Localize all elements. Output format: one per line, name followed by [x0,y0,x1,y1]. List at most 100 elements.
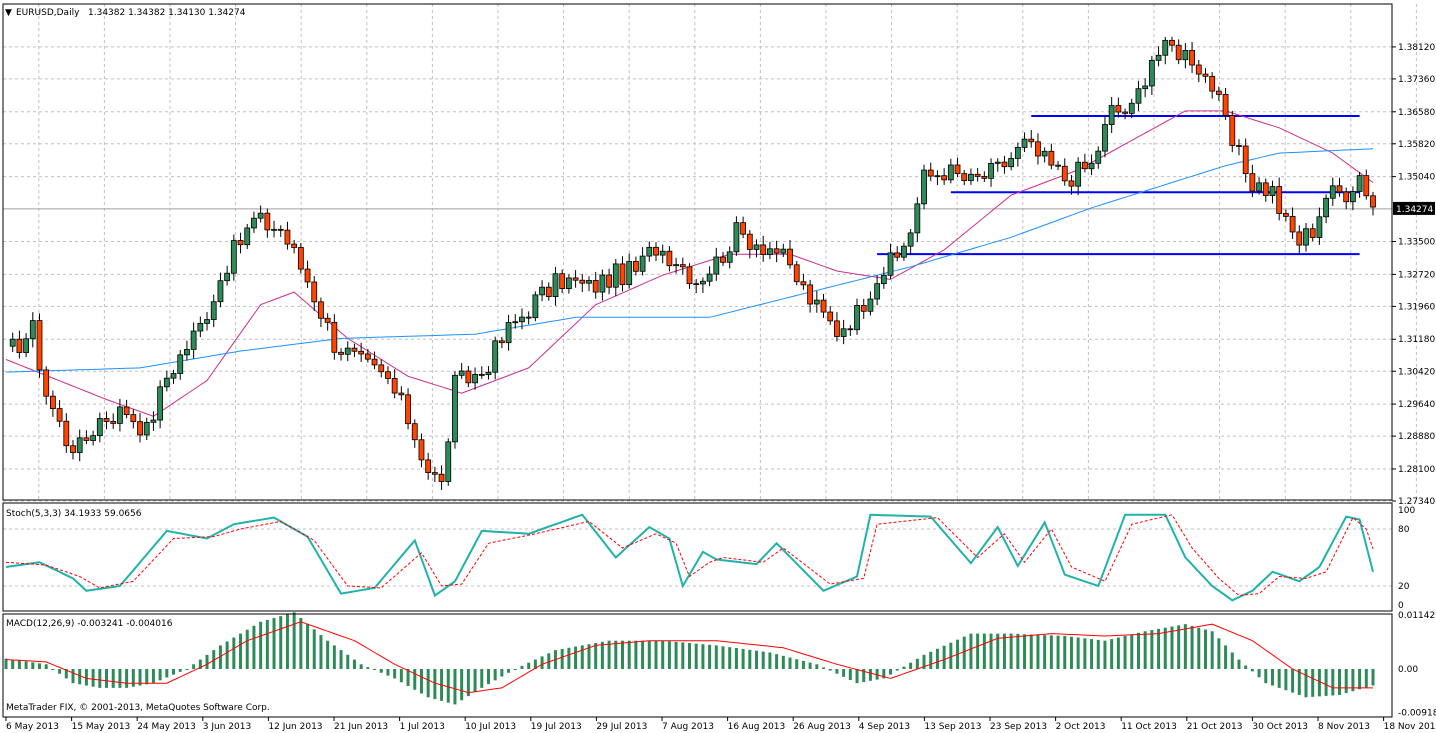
candle-body [733,222,740,253]
macd-histogram-bar [71,669,75,684]
candle-body [170,373,177,379]
macd-histogram-bar [84,669,88,686]
candle-body [1209,75,1216,92]
candle-body [693,283,700,286]
macd-histogram-bar [44,664,48,669]
macd-histogram-bar [1069,636,1073,669]
candle-body [599,274,606,293]
macd-histogram-bar [1311,669,1315,697]
candle-body [780,248,787,254]
candle-body [1303,228,1309,246]
candle-body [1229,115,1236,146]
candle-body [177,354,184,374]
macd-histogram-bar [1150,630,1154,669]
candle-body [1155,54,1162,61]
macd-histogram-bar [641,640,645,669]
macd-histogram-bar [1043,635,1047,669]
macd-histogram-bar [4,658,8,669]
macd-histogram-bar [326,640,330,669]
stoch-main-line [5,513,1374,602]
macd-histogram-bar [1177,625,1181,669]
macd-histogram-bar [808,662,812,669]
macd-histogram-bar [694,643,698,669]
candle-body [56,408,63,422]
macd-histogram-bar [346,654,350,669]
candle-body [338,351,344,355]
macd-histogram-bar [78,669,82,685]
macd-histogram-bar [600,641,604,669]
candle-body [297,247,304,270]
candle-body [1035,141,1041,157]
candle-body [291,243,298,248]
candle-body [391,378,398,394]
candle-body [23,338,30,353]
macd-histogram-bar [580,645,584,669]
macd-histogram-bar [466,669,470,697]
candle-body [988,163,994,179]
candle-body [264,212,271,231]
date-tick-label: 29 Jul 2013 [596,722,647,732]
horizontal-lines-layer[interactable] [877,114,1360,256]
macd-histogram-bar [801,660,805,669]
candle-body [358,350,365,355]
macd-tick-label: 0.00 [1398,665,1418,675]
macd-histogram-bar [259,621,263,669]
candle-body [1122,111,1128,114]
candle-body [1061,165,1068,182]
candle-body [1282,213,1289,217]
candle-body [331,321,338,353]
macd-histogram-bar [151,669,155,684]
macd-histogram-bar [1304,669,1308,698]
macd-histogram-bar [1277,669,1281,688]
macd-histogram-bar [1317,669,1321,697]
candle-body [43,369,50,397]
macd-histogram-bar [1210,631,1214,669]
price-tick-label: 1.27340 [1398,497,1435,507]
macd-histogram-bar [419,669,423,694]
macd-histogram-bar [393,669,397,679]
candle-body [981,176,988,179]
macd-histogram-bar [533,659,537,669]
candle-body [632,261,639,272]
macd-histogram-bar [265,619,269,669]
date-tick-label: 13 Sep 2013 [924,722,981,732]
macd-histogram-bar [1371,669,1375,686]
macd-histogram-bar [768,652,772,669]
candle-body [251,217,257,229]
macd-histogram-bar [58,669,62,674]
macd-histogram-bar [842,669,846,677]
macd-histogram-bar [192,664,196,669]
date-tick-label: 23 Sep 2013 [990,722,1047,732]
grid-layer [3,4,1417,587]
candle-body [974,173,981,177]
candle-body [572,277,579,281]
macd-histogram-bar [895,669,899,671]
macd-histogram-bar [1264,669,1268,684]
candle-body [713,256,720,275]
candle-body [117,406,123,424]
candle-body [525,316,532,319]
macd-histogram-bar [661,640,665,669]
macd-histogram-bar [1257,669,1261,678]
candle-body [519,316,525,323]
macd-histogram-bar [1023,634,1027,669]
axis-labels-layer: 1.38120 1.37360 1.36580 1.35820 1.35040 1.342… [5,43,1436,732]
macd-histogram-bar [433,669,437,700]
candle-body [351,347,358,352]
candle-body [304,268,311,283]
candle-body [1055,164,1061,167]
macd-histogram-bar [1203,629,1207,669]
macd-histogram-bar [1270,669,1274,686]
macd-histogram-bar [902,666,906,669]
candle-body [431,472,438,475]
macd-histogram-bar [775,654,779,669]
candle-body [244,227,251,246]
macd-histogram-bar [822,667,826,669]
candle-body [438,473,445,482]
macd-histogram-bar [1009,633,1013,669]
macd-histogram-bar [875,669,879,680]
candle-body [344,347,351,355]
candle-body [1014,147,1021,159]
